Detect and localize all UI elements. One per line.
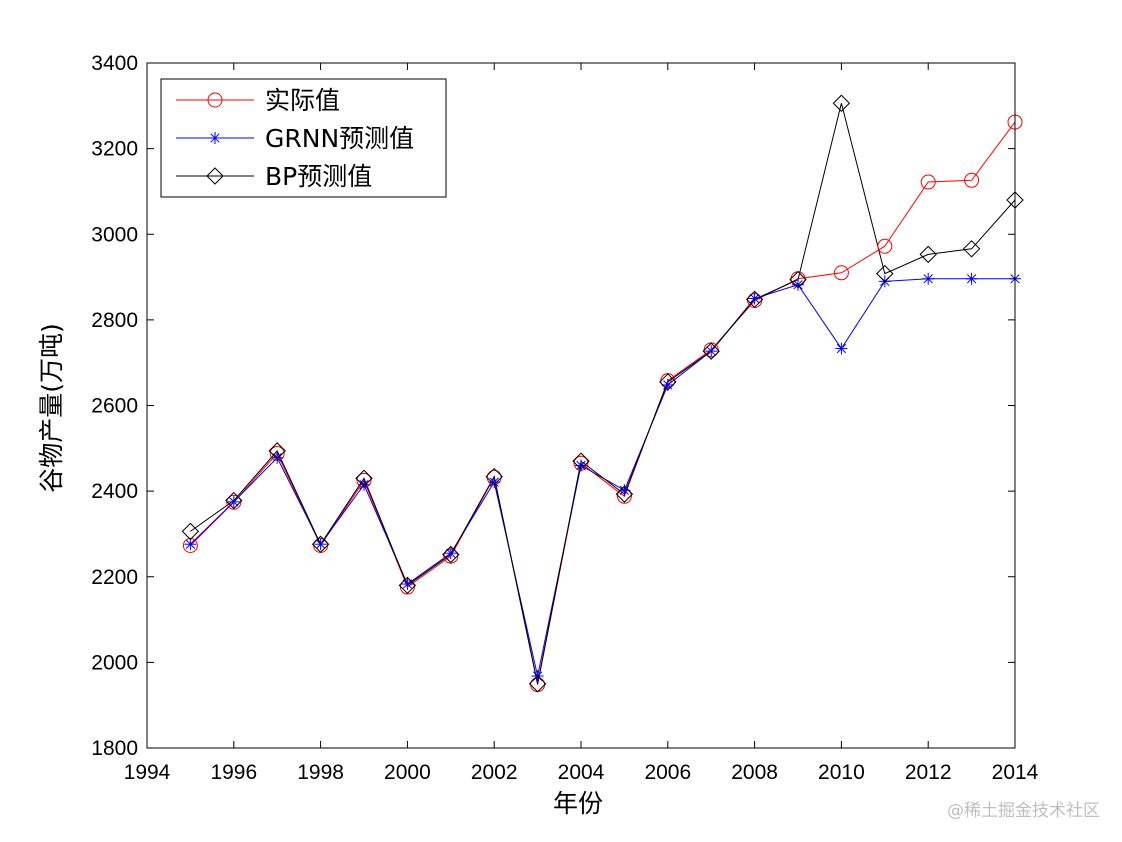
data-point-series-3: [789, 270, 807, 289]
plot-markers-layer: [181, 94, 1024, 693]
y-tick-label: 1800: [91, 737, 138, 760]
data-point-series-2: [705, 345, 718, 358]
x-tick-label: 2000: [384, 761, 431, 784]
data-point-series-2: [488, 476, 501, 489]
x-tick-label: 2010: [818, 761, 865, 784]
data-point-series-2: [792, 278, 804, 291]
data-point-series-3: [702, 342, 720, 360]
data-point-series-2: [184, 538, 197, 551]
data-point-series-3: [311, 535, 330, 553]
legend-marker-2: [209, 132, 221, 144]
x-tick-label: 2014: [992, 761, 1039, 784]
legend-label-2: GRNN预测值: [265, 124, 414, 153]
data-point-series-3: [572, 452, 590, 470]
y-tick-label: 2200: [91, 566, 138, 589]
axis-ticks: [146, 62, 1016, 749]
data-point-series-3: [962, 240, 981, 258]
data-point-series-3: [225, 491, 243, 510]
x-tick-label: 2004: [558, 761, 605, 784]
data-point-series-3: [181, 522, 200, 541]
data-point-series-2: [401, 578, 414, 591]
y-axis-title: 谷物产量(万吨): [37, 323, 66, 493]
data-point-series-2: [965, 272, 978, 285]
x-tick-label: 2006: [644, 761, 691, 784]
x-tick-label: 2002: [471, 761, 518, 784]
data-point-series-2: [358, 478, 370, 491]
data-point-series-3: [398, 576, 417, 595]
data-point-series-2: [314, 538, 327, 551]
data-point-series-2: [444, 547, 457, 560]
y-tick-label: 2800: [91, 309, 138, 332]
x-tick-label: 1996: [210, 761, 257, 784]
x-axis-title: 年份: [553, 789, 603, 818]
data-point-series-2: [748, 292, 761, 305]
data-point-series-3: [268, 442, 286, 460]
y-tick-label: 3200: [91, 138, 138, 161]
data-point-series-3: [919, 245, 937, 264]
data-point-series-3: [528, 675, 547, 693]
data-point-series-1: [920, 174, 936, 190]
data-point-series-3: [485, 467, 503, 486]
legend-label-3: BP预测值: [265, 162, 372, 191]
data-point-series-1: [964, 172, 980, 188]
series-line-1: [190, 121, 1016, 685]
x-tick-label: 1998: [297, 761, 344, 784]
data-point-series-2: [922, 272, 935, 285]
data-point-series-3: [442, 545, 460, 564]
data-point-series-2: [271, 451, 284, 464]
legend-label-1: 实际值: [265, 86, 340, 115]
data-point-series-3: [355, 469, 373, 487]
x-tick-label: 1994: [124, 761, 171, 784]
data-point-series-3: [659, 373, 677, 391]
y-axis-tick-labels: 1800 2000 2200 2400 2600 2800 3000 3200 3400: [91, 52, 138, 760]
data-point-series-2: [835, 342, 848, 355]
y-tick-label: 3000: [91, 223, 138, 246]
data-point-series-3: [615, 485, 634, 503]
watermark-text: @稀土掘金技术社区: [947, 801, 1100, 821]
data-point-series-1: [226, 494, 242, 510]
legend-marker-3: [206, 167, 224, 185]
data-point-series-3: [876, 264, 894, 283]
data-point-series-2: [227, 495, 240, 508]
x-axis-tick-labels: 1994 1996 1998 2000 2002 2004 2006 2008 2010 2012…: [124, 761, 1039, 784]
legend-marker-1: [207, 92, 223, 108]
x-tick-label: 2012: [905, 761, 952, 784]
data-point-series-2: [661, 378, 674, 391]
y-tick-label: 3400: [91, 52, 138, 75]
x-tick-label: 2008: [731, 761, 778, 784]
data-point-series-3: [832, 94, 851, 112]
legend: 实际值 GRNN预测值 BP预测值: [160, 78, 447, 198]
y-tick-label: 2400: [91, 480, 138, 503]
y-tick-label: 2600: [91, 395, 138, 418]
data-point-series-1: [833, 265, 849, 281]
data-point-series-3: [745, 290, 764, 309]
y-tick-label: 2000: [91, 651, 138, 674]
data-point-series-1: [877, 238, 893, 254]
